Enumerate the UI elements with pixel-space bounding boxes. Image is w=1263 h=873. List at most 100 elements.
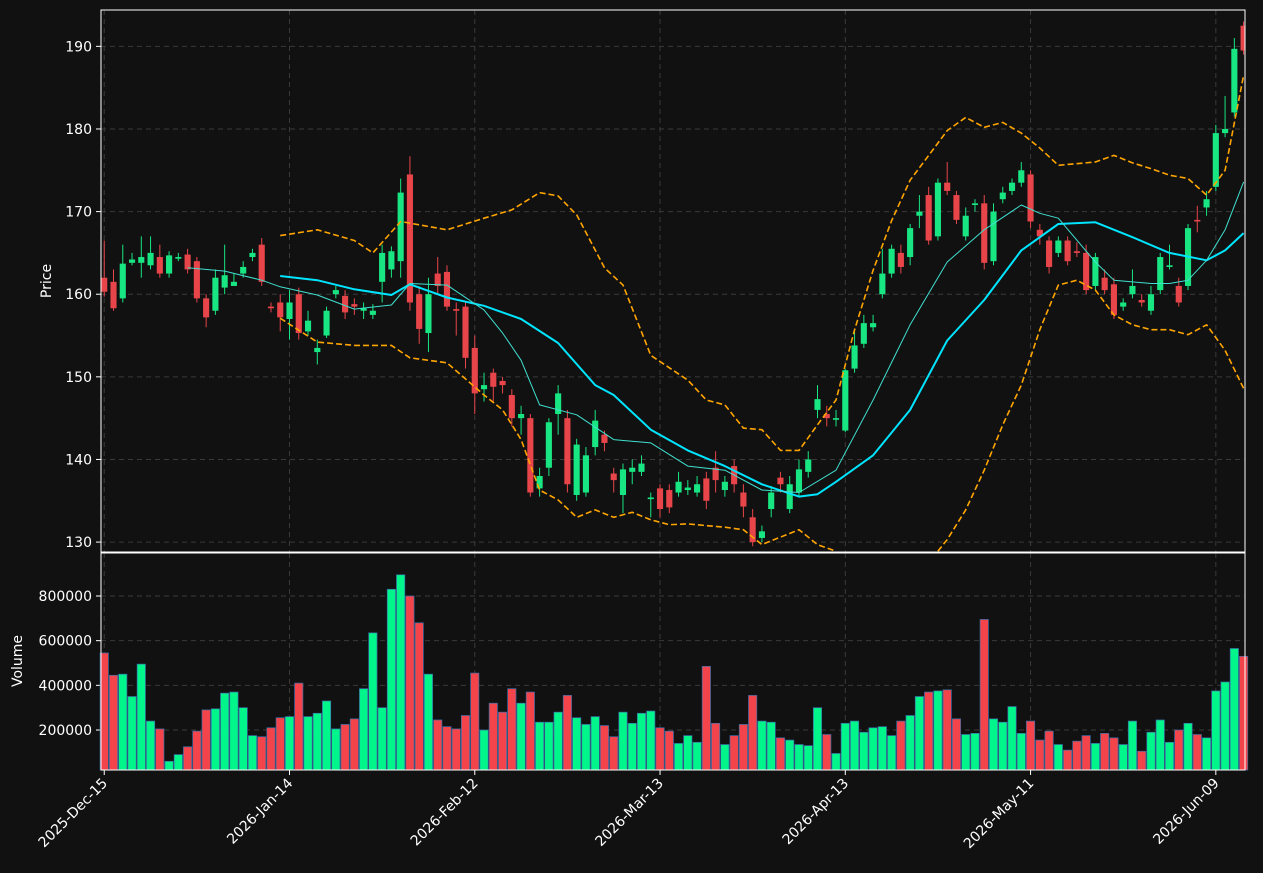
candle-body xyxy=(592,420,599,448)
volume-bar xyxy=(1118,744,1128,771)
candle-body xyxy=(1166,265,1173,267)
volume-bar xyxy=(1035,739,1045,771)
candle-body xyxy=(823,414,830,419)
volume-bar xyxy=(655,727,665,771)
candle-body xyxy=(490,372,497,387)
volume-axis-label: Volume xyxy=(10,635,26,687)
candle-body xyxy=(582,455,589,493)
volume-bar xyxy=(942,689,952,771)
volume-bar xyxy=(516,702,526,771)
candle-body xyxy=(684,487,691,491)
candle-body xyxy=(805,459,812,472)
volume-bar xyxy=(914,696,924,771)
y-tick-label: 180 xyxy=(65,122,92,138)
candle-body xyxy=(842,370,849,431)
candle-body xyxy=(203,298,210,318)
candle-body xyxy=(795,469,803,493)
volume-bar xyxy=(1044,730,1054,771)
indicator-line xyxy=(187,181,1245,493)
candle-body xyxy=(295,294,302,334)
volume-bar xyxy=(887,735,897,771)
candle-body xyxy=(1008,182,1016,191)
candle-body xyxy=(184,254,191,270)
volume-bar xyxy=(720,744,730,771)
candle-body xyxy=(480,385,488,390)
candle-body xyxy=(907,228,914,258)
candle-body xyxy=(1120,302,1127,307)
volume-frame xyxy=(100,552,1246,771)
volume-bar xyxy=(192,730,202,771)
volume-bar xyxy=(850,720,860,771)
volume-bar xyxy=(812,707,823,771)
volume-bar xyxy=(674,743,684,771)
candle-body xyxy=(1036,229,1043,237)
candle-body xyxy=(758,531,765,538)
candle-body xyxy=(1055,240,1062,253)
candle-body xyxy=(1083,252,1090,291)
volume-bar xyxy=(396,574,406,771)
volume-bar xyxy=(201,709,211,771)
volume-bar xyxy=(423,673,433,771)
volume-bar xyxy=(1090,743,1100,771)
volume-bar xyxy=(766,721,776,771)
y-tick-label: 150 xyxy=(65,370,92,386)
volume-bar xyxy=(683,735,693,771)
candle-body xyxy=(277,302,284,318)
candle-body xyxy=(564,418,571,485)
volume-bar xyxy=(220,692,230,771)
volume-bar xyxy=(1146,731,1156,771)
volume-bar xyxy=(535,721,545,771)
candle-body xyxy=(462,306,469,358)
volume-bar xyxy=(618,711,628,771)
volume-bar xyxy=(183,746,193,771)
volume-bar xyxy=(1164,741,1175,771)
y-tick-label: 190 xyxy=(65,39,92,55)
candle-body xyxy=(536,475,543,489)
volume-bar xyxy=(433,719,443,771)
candle-body xyxy=(193,261,200,299)
volume-bar xyxy=(729,735,739,771)
volume-bar xyxy=(627,722,637,771)
candle-body xyxy=(832,418,840,420)
volume-bar xyxy=(738,724,748,771)
volume-bar xyxy=(155,728,165,771)
volume-bar xyxy=(1007,706,1017,771)
candle-body xyxy=(555,393,562,415)
volume-bar xyxy=(284,716,295,771)
volume-bar xyxy=(1016,733,1026,771)
volume-bar xyxy=(460,715,471,771)
candle-body xyxy=(944,182,951,191)
candle-body xyxy=(573,444,580,495)
volume-bar xyxy=(572,717,582,771)
candle-body xyxy=(999,192,1006,200)
volume-bar xyxy=(210,708,220,771)
candle-body xyxy=(388,251,395,270)
volume-bar xyxy=(1063,749,1073,771)
volume-bar xyxy=(998,721,1008,771)
candle-body xyxy=(1157,257,1164,291)
candle-body xyxy=(434,273,441,286)
candle-body xyxy=(786,484,793,510)
candle-body xyxy=(619,469,627,495)
volume-bar xyxy=(1081,735,1091,771)
candle-body xyxy=(1138,300,1145,303)
candle-body xyxy=(406,174,413,303)
volume-bar xyxy=(961,734,971,771)
volume-bar xyxy=(1026,720,1036,771)
volume-bar xyxy=(442,726,452,771)
volume-bar xyxy=(748,695,758,771)
candle-body xyxy=(740,492,747,507)
candle-body xyxy=(1240,25,1245,51)
volume-bar xyxy=(794,744,804,771)
candle-body xyxy=(369,310,376,315)
volume-bar xyxy=(359,688,369,771)
volume-bar xyxy=(1239,655,1249,771)
candle-body xyxy=(147,252,154,266)
volume-bar xyxy=(1174,729,1184,771)
volume-bar xyxy=(229,691,239,771)
volume-bar xyxy=(553,711,563,771)
candle-body xyxy=(879,273,886,295)
candle-body xyxy=(888,248,895,274)
candle-body xyxy=(916,211,923,216)
candle-body xyxy=(675,481,682,493)
